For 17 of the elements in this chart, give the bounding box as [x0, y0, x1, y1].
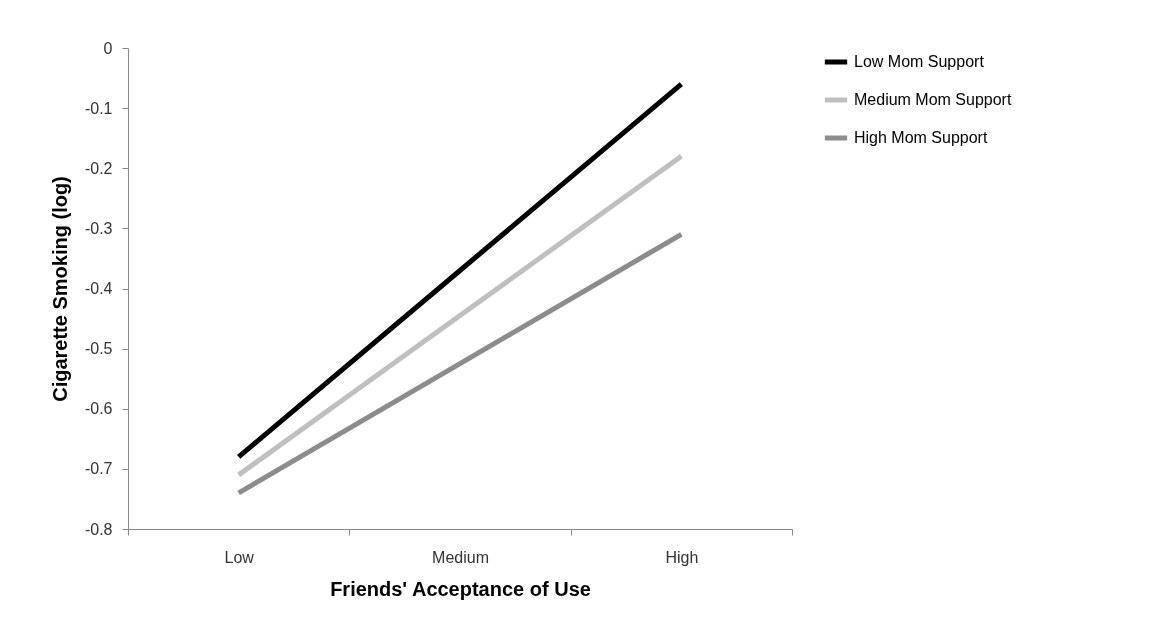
x-tick-label: Medium — [432, 548, 489, 566]
y-tick-label: -0.5 — [84, 340, 113, 358]
x-tick-label: Low — [224, 548, 255, 566]
legend-label: Low Mom Support — [854, 53, 985, 70]
y-tick-label: -0.2 — [84, 159, 113, 177]
y-tick-label: -0.8 — [84, 520, 113, 538]
x-tick-label: High — [665, 548, 699, 566]
y-tick-label: 0 — [103, 39, 113, 57]
y-tick-label: -0.4 — [84, 280, 113, 297]
y-tick-label: -0.1 — [84, 99, 113, 117]
y-axis-title: Cigarette Smoking (log) — [48, 176, 71, 402]
y-tick-label: -0.3 — [84, 219, 113, 237]
legend-label: Medium Mom Support — [854, 91, 1012, 108]
y-tick-label: -0.7 — [84, 460, 113, 478]
x-axis-title: Friends' Acceptance of Use — [330, 577, 591, 600]
y-tick-label: -0.6 — [84, 400, 113, 418]
legend-label: High Mom Support — [854, 129, 988, 146]
